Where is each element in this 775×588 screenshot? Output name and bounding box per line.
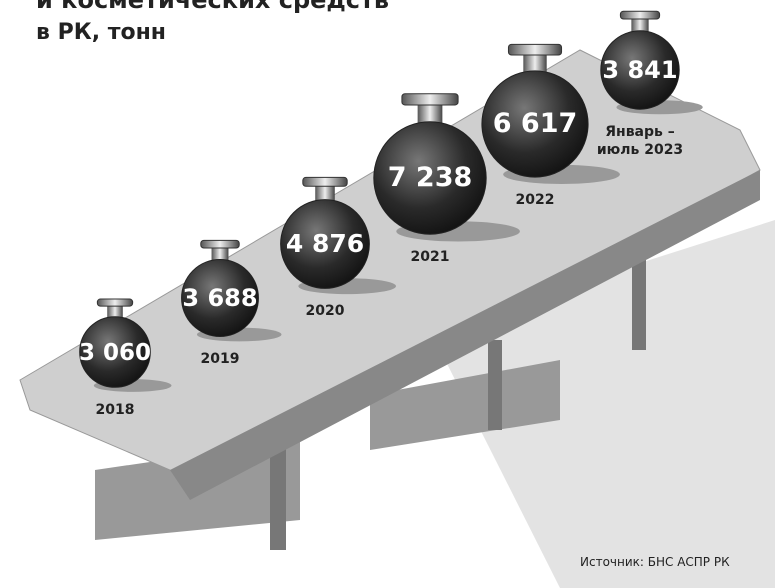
bottle-cap	[507, 43, 563, 56]
bottle-neck	[631, 17, 649, 35]
bottle-cap	[401, 93, 459, 106]
bottle-neck	[211, 246, 229, 264]
value-label: 4 876	[286, 229, 364, 258]
category-label: Январь – июль 2023	[596, 124, 684, 159]
category-label: 2019	[200, 351, 240, 368]
bottle-neck	[523, 52, 547, 77]
bottle	[181, 259, 259, 337]
chart-title: и косметических средств	[36, 0, 390, 14]
stand-base	[370, 360, 560, 450]
value-label: 7 238	[388, 162, 473, 193]
bottle-cap	[302, 176, 348, 187]
chart-subtitle: в РК, тонн	[36, 20, 166, 45]
bottle	[600, 30, 680, 110]
stand-leg	[270, 440, 286, 550]
bottle	[481, 70, 589, 178]
bottle-cap	[200, 239, 240, 249]
category-label: 2020	[305, 303, 345, 320]
bottle	[79, 316, 151, 388]
source: Источник: БНС АСПР РК	[580, 555, 730, 569]
value-label: 3 841	[602, 56, 677, 84]
bottle-neck	[315, 184, 335, 205]
conveyor-side	[170, 170, 760, 500]
stand-leg	[632, 260, 646, 350]
bottle	[280, 199, 370, 289]
bottle-cap	[619, 10, 661, 20]
value-label: 6 617	[493, 108, 578, 139]
bottle-neck	[107, 304, 123, 321]
stand-leg	[488, 340, 502, 430]
bottle	[373, 121, 487, 235]
value-label: 3 688	[182, 284, 257, 312]
category-label: 2021	[410, 249, 450, 266]
category-label: 2022	[515, 192, 555, 209]
value-label: 3 060	[79, 340, 151, 366]
category-label: 2018	[95, 402, 135, 419]
bottle-cap	[96, 298, 134, 307]
